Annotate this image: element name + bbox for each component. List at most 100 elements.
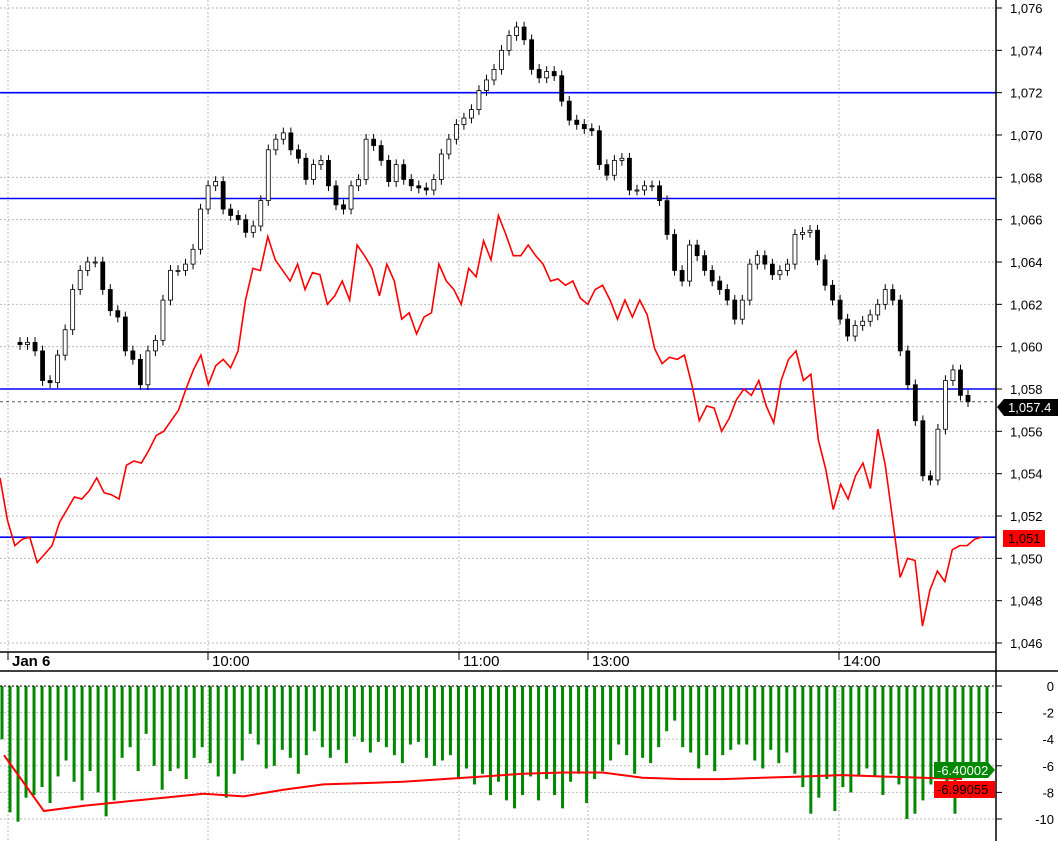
candle-body — [453, 124, 459, 140]
indicator-bar — [785, 686, 789, 753]
candle — [709, 265, 715, 287]
candle — [70, 284, 76, 336]
candle-body — [506, 35, 512, 51]
indicator-bar — [48, 686, 52, 804]
candle — [672, 229, 677, 276]
candle-body — [386, 159, 392, 182]
price-grid — [0, 0, 996, 841]
y-tick-label: 1,050 — [1010, 551, 1043, 566]
candle — [890, 284, 896, 306]
candle — [288, 127, 294, 156]
overlay-series — [0, 212, 983, 627]
y-tick-label: 1,048 — [1010, 594, 1043, 609]
indicator-bar — [985, 686, 989, 772]
candle — [777, 265, 783, 280]
candle-body — [250, 225, 256, 233]
candle-body — [363, 138, 369, 180]
candle-body — [243, 219, 249, 233]
candle — [958, 364, 963, 401]
price-axis: 1,046 1,048 1,050 1,052 1,054 1,056 1,058 1,060… — [996, 1, 1043, 651]
candle — [393, 159, 399, 187]
indicator-bar — [400, 686, 404, 764]
indicator-bar — [144, 686, 148, 734]
candle-body — [311, 164, 316, 180]
candle — [295, 144, 301, 164]
candle-body — [62, 329, 68, 356]
indicator-bar — [64, 686, 68, 761]
candle — [416, 180, 422, 194]
candle — [807, 224, 813, 238]
candle — [499, 45, 504, 75]
candle-body — [198, 208, 203, 250]
candle-body — [348, 185, 354, 210]
candle-body — [77, 270, 83, 290]
indicator-bar — [328, 686, 332, 758]
candle-body — [649, 185, 655, 188]
candle-body — [40, 350, 45, 381]
candle — [589, 123, 595, 137]
candle-body — [265, 149, 271, 202]
y-tick-label: 1,058 — [1010, 382, 1043, 397]
candle — [732, 294, 738, 325]
indicator-bar — [80, 686, 84, 801]
candle — [950, 364, 956, 386]
candle-body — [589, 128, 595, 132]
candle-body — [122, 316, 128, 352]
indicator-bar — [40, 686, 44, 788]
candle — [55, 349, 61, 388]
indicator-bar — [969, 686, 973, 772]
x-tick-label: 10:00 — [212, 653, 250, 670]
last-price-text: 1,057.4 — [1008, 400, 1051, 415]
candle-body — [769, 263, 775, 276]
y-tick-label: 1,076 — [1010, 1, 1043, 16]
candle — [476, 85, 482, 115]
candle — [17, 337, 23, 350]
candle — [687, 239, 693, 287]
indicator-bar — [809, 686, 813, 814]
candle-body — [408, 179, 414, 187]
candle-body — [258, 200, 264, 227]
indicator-bar — [849, 686, 853, 793]
indicator-bar — [593, 686, 597, 780]
candle — [920, 415, 926, 482]
indicator-bar — [745, 686, 749, 745]
candle-body — [235, 215, 241, 221]
indicator-bar — [841, 686, 845, 788]
candle — [536, 64, 542, 84]
candle — [747, 258, 753, 306]
indicator-bar — [120, 686, 124, 758]
indicator-bar — [240, 686, 244, 761]
candle — [762, 250, 768, 270]
candle-body — [717, 280, 723, 290]
candle — [453, 119, 459, 145]
candle — [792, 229, 798, 270]
indicator-bar — [697, 686, 701, 769]
candle — [461, 112, 467, 130]
candle-body — [634, 189, 640, 192]
candle-body — [461, 117, 467, 125]
candle — [852, 320, 858, 342]
candle-body — [935, 428, 941, 481]
indicator-bar — [112, 686, 116, 801]
indicator-bar — [913, 686, 917, 814]
indicator-bar — [416, 686, 420, 742]
candle-body — [55, 354, 61, 384]
x-axis-labels: Jan 6 10:00 11:00 13:00 14:00 — [12, 653, 881, 670]
y-tick-label: 1,074 — [1010, 43, 1043, 58]
indicator-bar — [216, 686, 220, 777]
candle — [77, 265, 83, 295]
y-tick-label: -10 — [1035, 812, 1054, 827]
horizontal-levels[interactable] — [0, 91, 996, 538]
indicator-bar — [24, 686, 28, 798]
candle-body — [130, 350, 136, 360]
candle-body — [845, 318, 851, 337]
candle — [213, 176, 219, 192]
candle-body — [732, 299, 738, 320]
indicator-last-text: -6.40002 — [937, 763, 988, 778]
indicator-bar — [665, 686, 669, 732]
candle-body — [551, 71, 557, 77]
indicator-bar — [817, 686, 821, 798]
candle — [408, 174, 414, 192]
indicator-bar — [513, 686, 517, 809]
indicator-bar — [248, 686, 252, 734]
